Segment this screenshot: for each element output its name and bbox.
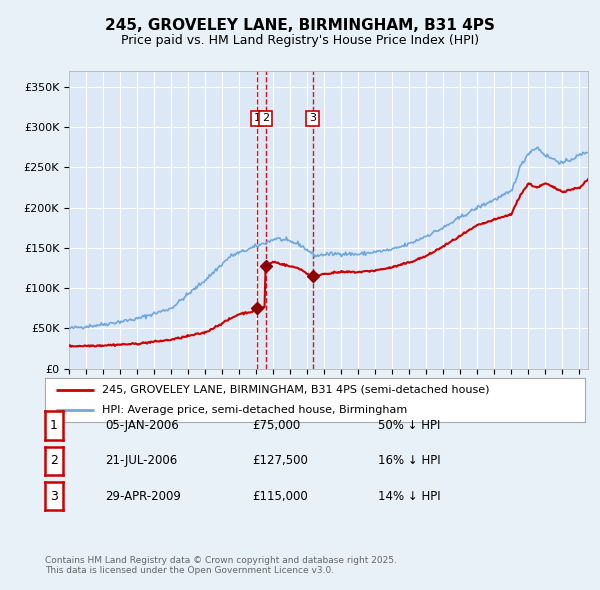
Text: Contains HM Land Registry data © Crown copyright and database right 2025.
This d: Contains HM Land Registry data © Crown c…	[45, 556, 397, 575]
Text: 16% ↓ HPI: 16% ↓ HPI	[378, 454, 440, 467]
Text: 3: 3	[50, 490, 58, 503]
Text: 50% ↓ HPI: 50% ↓ HPI	[378, 419, 440, 432]
Text: HPI: Average price, semi-detached house, Birmingham: HPI: Average price, semi-detached house,…	[102, 405, 407, 415]
Text: 14% ↓ HPI: 14% ↓ HPI	[378, 490, 440, 503]
Text: 2: 2	[50, 454, 58, 467]
Text: £75,000: £75,000	[252, 419, 300, 432]
Text: £127,500: £127,500	[252, 454, 308, 467]
Text: 2: 2	[262, 113, 269, 123]
Text: 29-APR-2009: 29-APR-2009	[105, 490, 181, 503]
Text: 245, GROVELEY LANE, BIRMINGHAM, B31 4PS (semi-detached house): 245, GROVELEY LANE, BIRMINGHAM, B31 4PS …	[102, 385, 489, 395]
Text: 3: 3	[309, 113, 316, 123]
Text: £115,000: £115,000	[252, 490, 308, 503]
Text: 245, GROVELEY LANE, BIRMINGHAM, B31 4PS: 245, GROVELEY LANE, BIRMINGHAM, B31 4PS	[105, 18, 495, 32]
Text: 21-JUL-2006: 21-JUL-2006	[105, 454, 177, 467]
Text: Price paid vs. HM Land Registry's House Price Index (HPI): Price paid vs. HM Land Registry's House …	[121, 34, 479, 47]
Text: 1: 1	[253, 113, 260, 123]
Text: 1: 1	[50, 419, 58, 432]
Text: 05-JAN-2006: 05-JAN-2006	[105, 419, 179, 432]
